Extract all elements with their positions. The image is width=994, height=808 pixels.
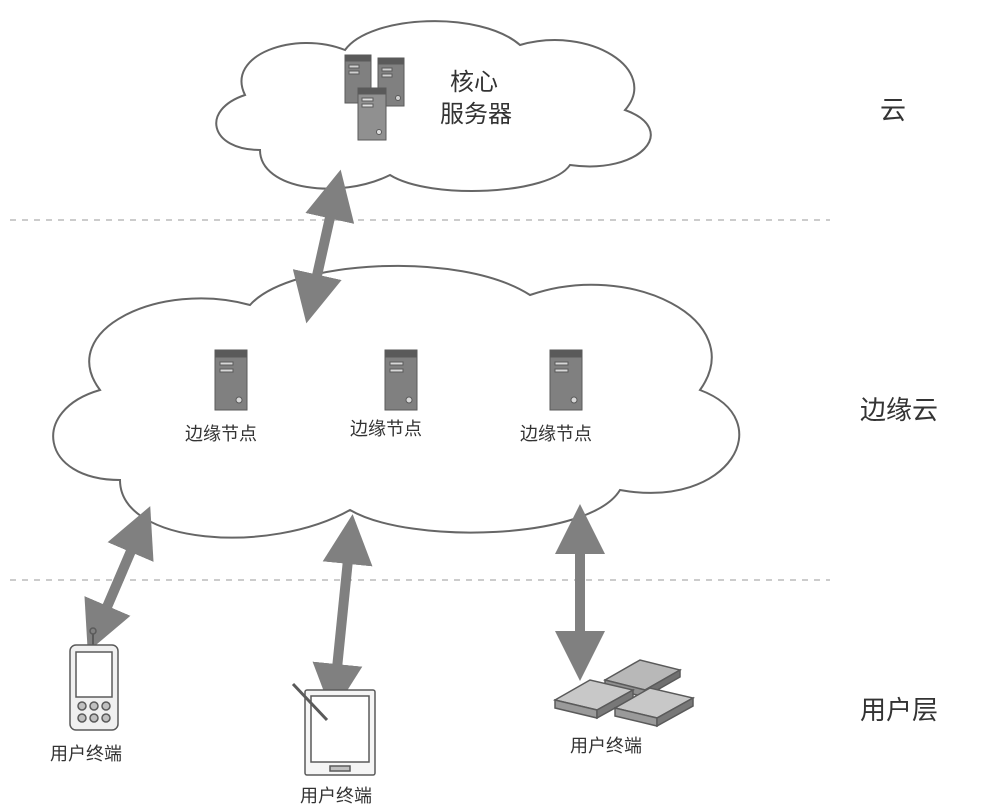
- user-terminal-phone-icon: [70, 628, 118, 730]
- user-terminal-tablet-icon: [293, 684, 375, 775]
- edge-node-1-icon: [215, 350, 247, 410]
- edge-node-3-icon: [550, 350, 582, 410]
- core-cloud-label-line2: 服务器: [440, 94, 512, 129]
- edge-node-2-label: 边缘节点: [350, 415, 422, 441]
- user-terminal-laptops-label: 用户终端: [570, 732, 642, 758]
- core-cloud-label-line1: 核心: [450, 62, 498, 97]
- edge-node-2-icon: [385, 350, 417, 410]
- user-terminal-laptops-icon: [555, 660, 693, 726]
- tier-label-user: 用户层: [860, 690, 938, 727]
- edge-node-1-label: 边缘节点: [185, 420, 257, 446]
- user-terminal-phone-label: 用户终端: [50, 740, 122, 766]
- core-cloud: [216, 21, 650, 191]
- tier-label-cloud: 云: [880, 90, 906, 127]
- arrow-edge-tablet: [335, 540, 350, 688]
- tier-label-edge: 边缘云: [860, 390, 938, 427]
- edge-node-3-label: 边缘节点: [520, 420, 592, 446]
- user-terminal-tablet-label: 用户终端: [300, 782, 372, 808]
